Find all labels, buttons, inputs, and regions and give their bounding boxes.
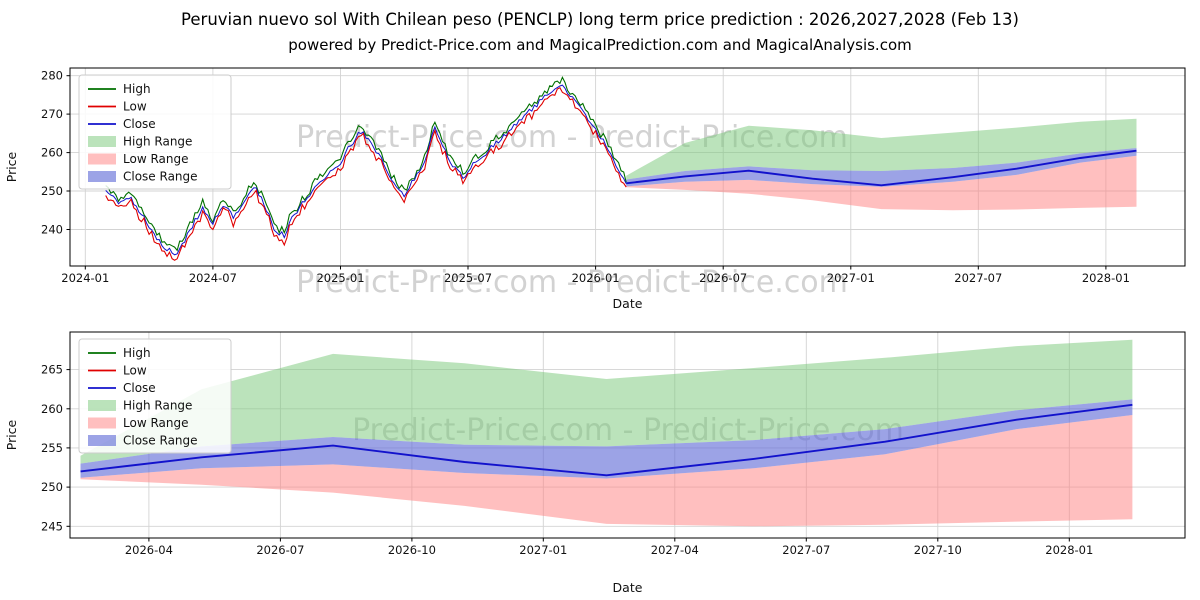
svg-text:2026-07: 2026-07 — [256, 543, 304, 557]
svg-text:Close Range: Close Range — [123, 170, 198, 184]
svg-text:265: 265 — [41, 363, 63, 377]
high-range-band — [80, 339, 1133, 464]
svg-text:2027-07: 2027-07 — [954, 271, 1002, 285]
low-line — [105, 86, 627, 261]
low-range-band — [626, 155, 1137, 211]
x-axis: 2026-04 2026-07 2026-10 2027-01 2027-04 2027-… — [125, 538, 1093, 557]
watermark: Predict-Price.com - Predict-Price.com — [296, 265, 848, 300]
y-axis: 240 250 260 270 280 — [41, 69, 70, 237]
prediction-zoom-chart: Predict-Price.com - Predict-Price.com202… — [0, 316, 1200, 600]
svg-text:2027-01: 2027-01 — [519, 543, 567, 557]
svg-text:2026-04: 2026-04 — [125, 543, 173, 557]
svg-text:260: 260 — [41, 402, 63, 416]
chart-subtitle: powered by Predict-Price.com and Magical… — [288, 36, 912, 54]
chart-title: Peruvian nuevo sol With Chilean peso (PE… — [181, 10, 1019, 29]
close-prediction-line — [626, 149, 1137, 187]
svg-text:2027-04: 2027-04 — [651, 543, 699, 557]
svg-text:2025-01: 2025-01 — [316, 271, 364, 285]
close-range-band — [80, 399, 1133, 479]
high-line — [105, 75, 627, 252]
x-axis: 2024-01 2024-07 2025-01 2025-07 2026-01 2026-… — [61, 266, 1130, 285]
close-line-history — [105, 84, 627, 256]
svg-text:Low: Low — [123, 364, 147, 378]
svg-text:245: 245 — [41, 519, 63, 533]
svg-text:High Range: High Range — [123, 399, 192, 413]
svg-text:2027-10: 2027-10 — [914, 543, 962, 557]
svg-text:Low Range: Low Range — [123, 416, 188, 430]
svg-text:240: 240 — [41, 223, 63, 237]
y-axis-label: Price — [4, 419, 19, 450]
svg-text:2028-01: 2028-01 — [1082, 271, 1130, 285]
plot-border — [69, 67, 1186, 267]
plot-border — [69, 331, 1186, 539]
low-range-band — [80, 415, 1133, 527]
close-prediction-line — [80, 403, 1133, 477]
svg-text:Close: Close — [123, 117, 156, 131]
svg-text:2024-07: 2024-07 — [189, 271, 237, 285]
figure-header: Peruvian nuevo sol With Chilean peso (PE… — [0, 0, 1200, 54]
svg-text:280: 280 — [41, 69, 63, 83]
svg-text:2024-01: 2024-01 — [61, 271, 109, 285]
x-axis-label: Date — [613, 580, 643, 595]
svg-text:255: 255 — [41, 441, 63, 455]
svg-text:2026-01: 2026-01 — [572, 271, 620, 285]
svg-text:2026-07: 2026-07 — [699, 271, 747, 285]
svg-text:Low Range: Low Range — [123, 152, 188, 166]
x-axis-label: Date — [613, 296, 643, 311]
svg-text:250: 250 — [41, 480, 63, 494]
y-axis: 245 250 255 260 265 — [41, 363, 70, 533]
legend: High Low Close High Range Low Range Close Ran… — [78, 338, 232, 454]
price-history-prediction-chart: Predict-Price.com - Predict-Price.comPre… — [0, 58, 1200, 316]
svg-text:270: 270 — [41, 107, 63, 121]
svg-text:2027-01: 2027-01 — [827, 271, 875, 285]
svg-text:High: High — [123, 82, 151, 96]
svg-text:Close Range: Close Range — [123, 434, 198, 448]
svg-text:260: 260 — [41, 146, 63, 160]
svg-text:2027-07: 2027-07 — [782, 543, 830, 557]
svg-text:Close: Close — [123, 381, 156, 395]
close-range-band — [626, 148, 1137, 187]
svg-text:High: High — [123, 346, 151, 360]
svg-text:2026-10: 2026-10 — [388, 543, 436, 557]
svg-text:Low: Low — [123, 100, 147, 114]
y-axis-label: Price — [4, 151, 19, 182]
legend: High Low Close High Range Low Range Close Ran… — [78, 74, 232, 190]
svg-text:2028-01: 2028-01 — [1045, 543, 1093, 557]
svg-text:High Range: High Range — [123, 135, 192, 149]
svg-text:250: 250 — [41, 184, 63, 198]
svg-text:2025-07: 2025-07 — [444, 271, 492, 285]
high-range-band — [626, 118, 1137, 180]
